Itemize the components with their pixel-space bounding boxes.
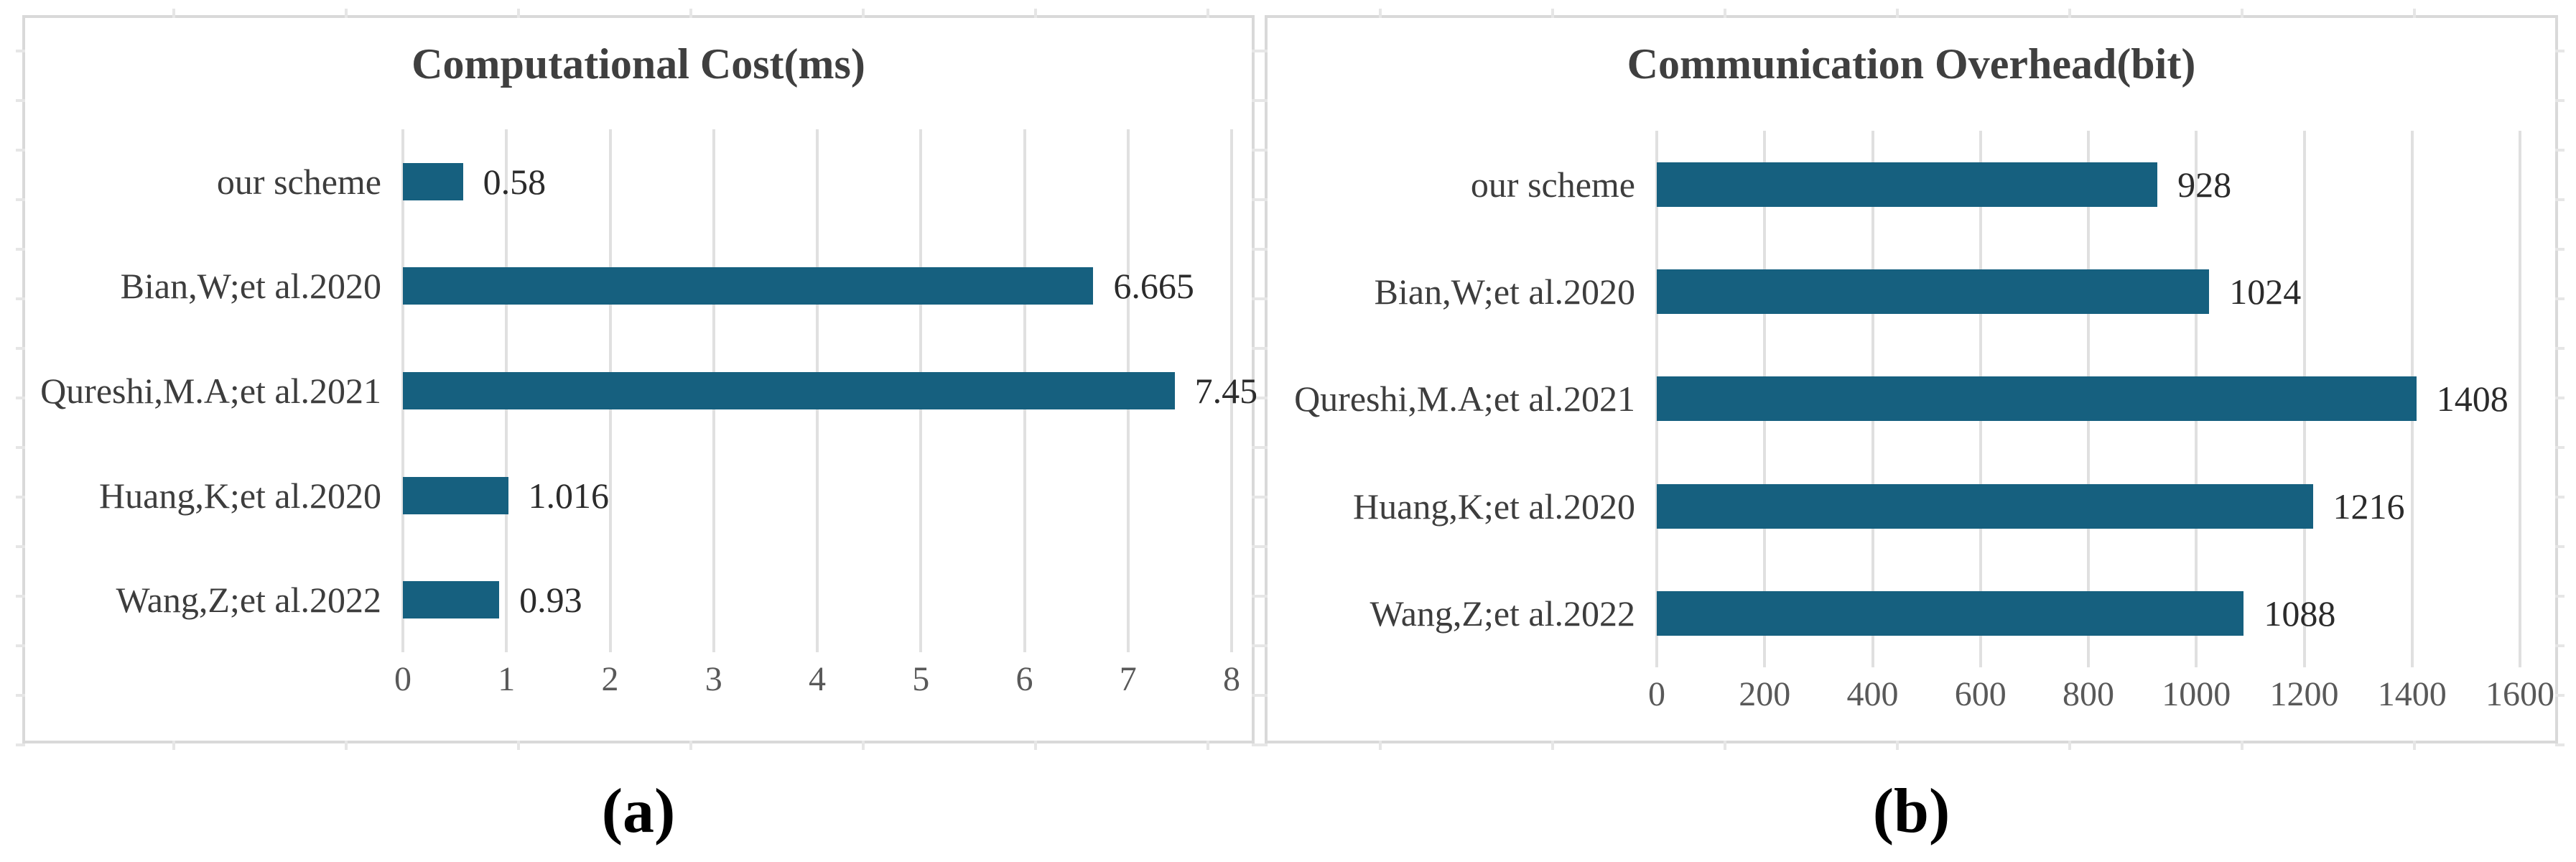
x-axis-tick-label: 0: [1648, 675, 1665, 713]
bar: [1657, 376, 2417, 422]
value-label: 7.45: [1194, 370, 1258, 411]
x-axis-tick-label: 8: [1223, 660, 1240, 698]
bar: [1657, 162, 2158, 207]
x-axis-tick-label: 200: [1739, 675, 1791, 713]
plot-area: our scheme 928 Bian,W;et al.2020 1024 Quresh…: [1294, 131, 2521, 667]
x-axis-tick-label: 1600: [2486, 675, 2554, 713]
bar-row: Bian,W;et al.2020 1024: [1375, 238, 2520, 345]
bar-row: our scheme 928: [1471, 131, 2520, 238]
category-label: Wang,Z;et al.2022: [116, 580, 381, 621]
sheet-gridline-ticks: [1258, 9, 1268, 750]
value-label: 0.58: [483, 161, 547, 202]
value-label: 0.93: [519, 580, 582, 621]
value-label: 1088: [2264, 593, 2336, 634]
sheet-gridline-ticks: [1258, 741, 2565, 750]
x-axis-tick-label: 3: [705, 660, 722, 698]
bar-row: Bian,W;et al.2020 6.665: [121, 234, 1232, 339]
bar: [403, 476, 508, 514]
sheet-gridline-ticks: [2555, 9, 2565, 750]
bar: [1657, 591, 2244, 636]
category-label: Qureshi,M.A;et al.2021: [1294, 379, 1635, 420]
sheet-gridline-ticks: [16, 741, 1261, 750]
bar-row: Huang,K;et al.2020 1.016: [99, 443, 1232, 548]
x-axis-tick-label: 0: [394, 660, 411, 698]
value-label: 1216: [2333, 486, 2405, 527]
category-label: Bian,W;et al.2020: [1374, 272, 1635, 312]
value-label: 1.016: [528, 475, 610, 516]
value-label: 6.665: [1113, 266, 1194, 307]
x-axis-tick-label: 800: [2063, 675, 2114, 713]
x-axis-tick-label: 4: [809, 660, 826, 698]
bar-row: our scheme 0.58: [217, 129, 1232, 234]
category-label: Qureshi,M.A;et al.2021: [40, 370, 381, 411]
bar: [1657, 269, 2210, 315]
chart-panel-communication-overhead: Communication Overhead(bit) our scheme 92…: [1258, 9, 2565, 750]
chart-panel-computational-cost: Computational Cost(ms) our scheme 0.58 Bia…: [16, 9, 1261, 750]
bar-row: Huang,K;et al.2020 1216: [1353, 453, 2520, 560]
sheet-gridline-ticks: [1258, 9, 2565, 18]
x-axis-tick-label: 5: [912, 660, 930, 698]
x-axis-tick-label: 1: [498, 660, 516, 698]
bar-row: Qureshi,M.A;et al.2021 7.45: [40, 338, 1257, 443]
gridline: [2519, 131, 2521, 667]
bar: [403, 371, 1175, 409]
x-axis-tick-label: 400: [1846, 675, 1899, 713]
category-label: Huang,K;et al.2020: [1353, 486, 1635, 527]
bar: [403, 162, 463, 200]
value-label: 1408: [2436, 379, 2508, 420]
x-axis-tick-label: 600: [1954, 675, 2007, 713]
plot-area: our scheme 0.58 Bian,W;et al.2020 6.665 Qure…: [40, 129, 1257, 652]
category-label: our scheme: [216, 161, 381, 202]
bar: [1657, 483, 2313, 529]
subfigure-caption-a: (a): [601, 777, 676, 846]
sheet-gridline-ticks: [16, 9, 1261, 18]
value-label: 1024: [2229, 272, 2302, 312]
x-axis-tick-label: 6: [1015, 660, 1033, 698]
x-axis-tick-label: 1000: [2162, 675, 2231, 713]
x-axis-tick-label: 7: [1119, 660, 1137, 698]
bar: [403, 581, 500, 619]
bar: [403, 267, 1094, 305]
x-axis-tick-label: 2: [601, 660, 619, 698]
subfigure-caption-b: (b): [1872, 777, 1950, 846]
category-label: Bian,W;et al.2020: [120, 266, 381, 307]
category-label: our scheme: [1470, 164, 1635, 205]
x-axis-tick-label: 1400: [2377, 675, 2447, 713]
bar-row: Wang,Z;et al.2022 1088: [1370, 560, 2520, 667]
chart-title: Communication Overhead(bit): [1627, 40, 2196, 88]
bar-row: Qureshi,M.A;et al.2021 1408: [1294, 346, 2520, 453]
category-label: Wang,Z;et al.2022: [1370, 593, 1635, 634]
value-label: 928: [2177, 164, 2232, 205]
bar-row: Wang,Z;et al.2022 0.93: [116, 547, 1232, 652]
sheet-gridline-ticks: [16, 9, 25, 750]
chart-title: Computational Cost(ms): [411, 40, 865, 88]
gridline: [1230, 129, 1233, 652]
category-label: Huang,K;et al.2020: [99, 475, 381, 516]
x-axis-tick-label: 1200: [2269, 675, 2339, 713]
